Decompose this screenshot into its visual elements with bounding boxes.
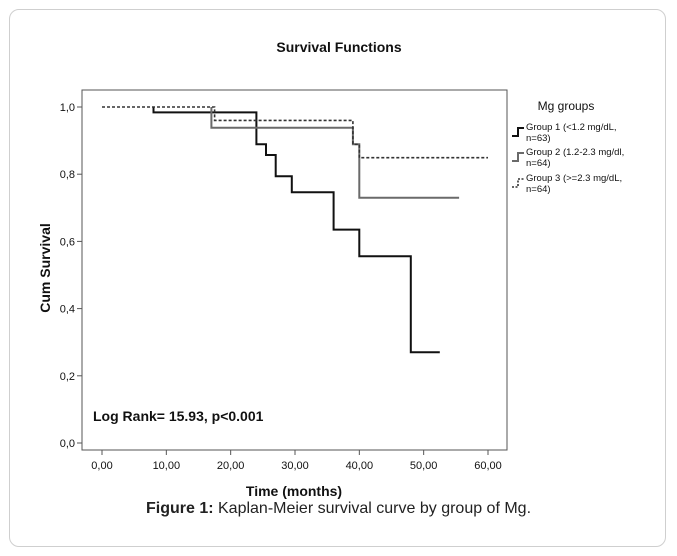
x-axis-label: Time (months)	[246, 483, 342, 499]
series-line-group-3	[102, 106, 488, 159]
x-axis-ticks: 0,00 10,00 20,00 30,00 40,00 50,00 60,00	[91, 450, 502, 472]
y-tick-label: 0,8	[60, 169, 75, 181]
caption-text: Kaplan-Meier survival curve by group of …	[213, 500, 532, 517]
legend-label-group-3: n=64)	[526, 184, 551, 195]
series-lines	[102, 106, 488, 354]
figure-frame	[9, 9, 666, 547]
series-line-group-2	[210, 107, 460, 199]
log-rank-annotation: Log Rank= 15.93, p<0.001	[93, 408, 264, 424]
x-tick-label: 0,00	[91, 460, 112, 472]
y-tick-label: 0,0	[60, 438, 75, 450]
x-tick-label: 40,00	[346, 460, 374, 472]
legend-label-group-1: Group 1 (<1.2 mg/dL,	[526, 122, 617, 133]
figure-caption: Figure 1: Kaplan-Meier survival curve by…	[0, 500, 677, 518]
y-tick-label: 0,4	[60, 304, 75, 316]
survival-chart: Survival Functions 0,0 0,2 0,4 0,6 0,8 1,0 0,…	[37, 39, 624, 499]
y-tick-label: 0,6	[60, 236, 75, 248]
y-axis-ticks: 0,0 0,2 0,4 0,6 0,8 1,0	[60, 102, 82, 450]
legend-label-group-2: n=64)	[526, 158, 551, 169]
legend-title: Mg groups	[538, 99, 595, 113]
legend-swatch-group-1	[512, 127, 524, 137]
x-tick-label: 20,00	[217, 460, 245, 472]
x-tick-label: 60,00	[474, 460, 502, 472]
chart-title: Survival Functions	[276, 39, 401, 55]
legend-label-group-3: Group 3 (>=2.3 mg/dL,	[526, 173, 622, 184]
legend: Group 1 (<1.2 mg/dL,n=63) Group 2 (1.2-2.…	[512, 122, 624, 195]
caption-label: Figure 1:	[145, 500, 214, 517]
series-line-group-1	[152, 107, 440, 354]
plot-area	[81, 89, 508, 451]
x-tick-label: 10,00	[153, 460, 181, 472]
legend-label-group-2: Group 2 (1.2-2.3 mg/dl,	[526, 147, 624, 158]
legend-label-group-1: n=63)	[526, 133, 551, 144]
x-tick-label: 30,00	[281, 460, 309, 472]
y-tick-label: 1,0	[60, 102, 75, 114]
legend-swatch-group-3	[512, 178, 524, 188]
y-tick-label: 0,2	[60, 371, 75, 383]
x-tick-label: 50,00	[410, 460, 438, 472]
legend-swatch-group-2	[512, 152, 524, 162]
y-axis-label: Cum Survival	[37, 223, 53, 312]
